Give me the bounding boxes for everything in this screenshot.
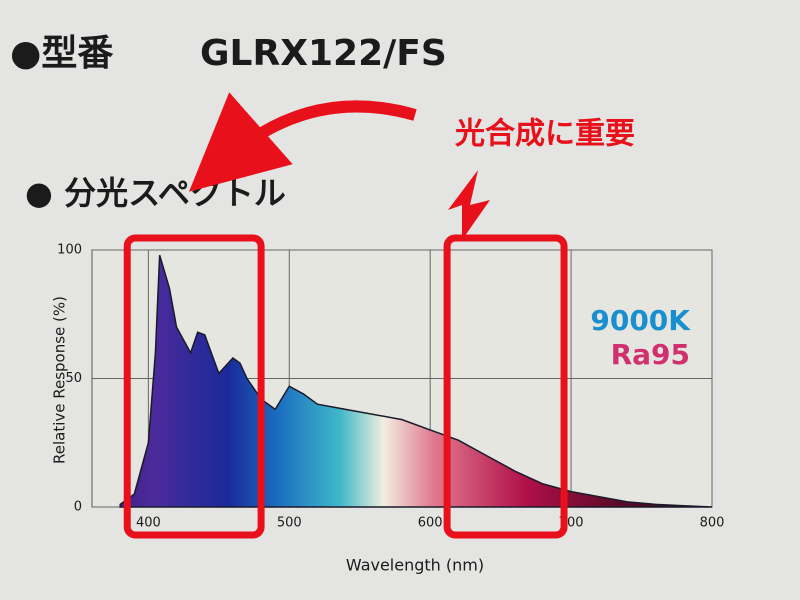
section-title: ● 分光スペクトル [25,174,286,212]
highlight-box [123,234,265,539]
arrow [448,170,490,240]
chart-label: Ra95 [611,338,690,371]
y-tick-label: 50 [65,371,82,386]
x-tick-label: 400 [136,516,161,531]
x-axis-label: Wavelength (nm) [346,556,484,575]
y-tick-label: 100 [57,243,82,258]
y-tick-label: 0 [74,500,82,515]
y-axis-label: Relative Response (%) [51,296,69,464]
arrow [188,92,417,192]
chart-label: 9000K [590,304,691,337]
x-tick-label: 500 [277,516,302,531]
spectrum-area [119,254,713,508]
x-tick-label: 600 [418,516,443,531]
model-label: ●型番 [10,33,113,74]
model: GLRX122/FS [200,33,447,74]
highlight-box [443,234,568,539]
annotation: 光合成に重要 [455,117,635,152]
x-tick-label: 800 [700,516,725,531]
